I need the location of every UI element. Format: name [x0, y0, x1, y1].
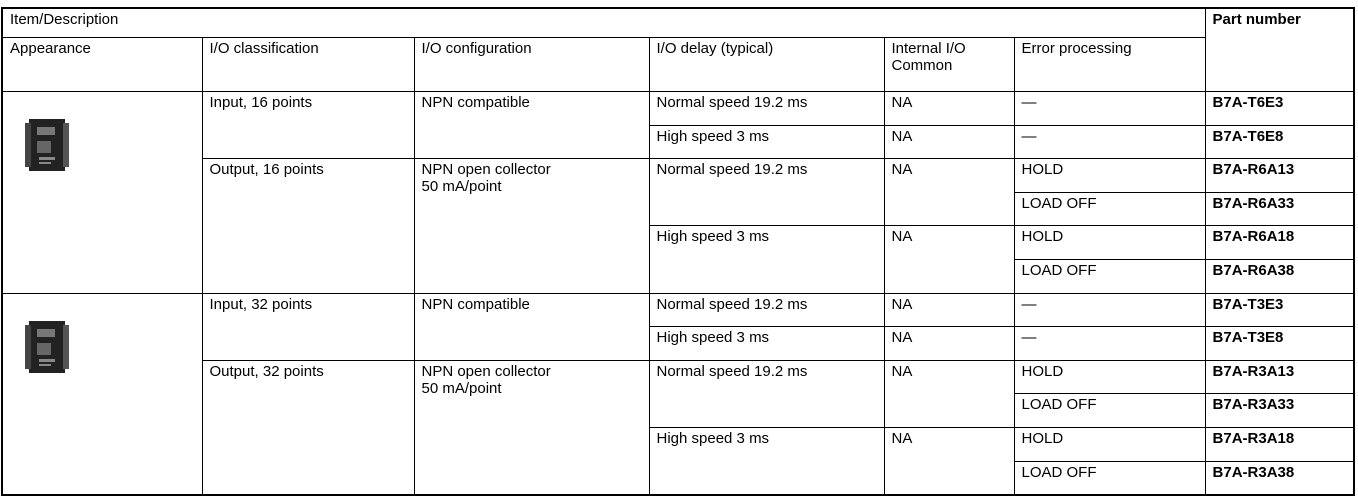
header-cell: Error processing: [1013, 37, 1206, 92]
spec-table: Item/Description Part number Appearance I…: [1, 7, 1356, 496]
common-cell: NA: [883, 426, 1015, 496]
part-cell: B7A-R3A13: [1204, 359, 1355, 395]
configuration-cell: NPN compatible: [413, 90, 650, 160]
header-cell: Internal I/O Common: [883, 37, 1015, 92]
delay-cell: High speed 3 ms: [648, 426, 885, 496]
header-cell: I/O delay (typical): [648, 37, 885, 92]
data-row: Output, 32 points NPN open collector 50 m…: [2, 359, 1355, 496]
part-cell: B7A-R3A38: [1204, 460, 1355, 496]
data-row: Output, 16 points NPN open collector 50 m…: [2, 158, 1355, 294]
part-cell: B7A-T3E3: [1204, 292, 1355, 328]
common-cell: NA: [883, 124, 1015, 160]
configuration-cell: NPN compatible: [413, 292, 650, 361]
data-row: Input, 16 points NPN compatible Normal spe…: [1, 90, 1355, 294]
part-cell: B7A-R6A13: [1204, 158, 1355, 193]
common-cell: NA: [883, 359, 1015, 428]
configuration-cell: NPN open collector 50 mA/point: [413, 158, 650, 294]
common-cell: NA: [883, 326, 1015, 361]
delay-cell: High speed 3 ms: [648, 326, 885, 361]
header-row: Appearance I/O classification I/O configur…: [1, 37, 1354, 92]
classification-cell: Output, 16 points: [201, 158, 415, 294]
part-cell: B7A-R6A38: [1204, 258, 1355, 294]
error-cell: LOAD OFF: [1013, 393, 1206, 428]
part-cell: B7A-R6A18: [1204, 225, 1355, 260]
header-cell: Appearance: [1, 37, 203, 92]
header-cell: Part number: [1204, 7, 1355, 92]
error-cell: HOLD: [1013, 426, 1206, 462]
error-cell: —: [1013, 326, 1206, 361]
delay-cell: Normal speed 19.2 ms: [648, 359, 885, 428]
common-cell: NA: [883, 225, 1015, 294]
classification-cell: Input, 32 points: [201, 292, 415, 361]
part-cell: B7A-R3A33: [1204, 393, 1355, 428]
classification-cell: Input, 16 points: [201, 90, 415, 160]
part-cell: B7A-T3E8: [1204, 326, 1355, 361]
appearance-cell: [1, 91, 203, 294]
data-row: Input, 32 points NPN compatible Normal spe…: [1, 292, 1355, 496]
configuration-cell: NPN open collector 50 mA/point: [413, 359, 650, 496]
data-row: LOAD OFF B7A-R6A33: [2, 191, 1355, 227]
data-row: High speed 3 ms NA — B7A-T3E8: [2, 326, 1355, 361]
error-cell: LOAD OFF: [1013, 191, 1206, 227]
data-row: LOAD OFF B7A-R6A38: [2, 258, 1355, 294]
table-body: Item/Description Part number Appearance I…: [1, 7, 1355, 496]
header-cell: I/O classification: [201, 37, 415, 92]
error-cell: —: [1013, 91, 1206, 126]
error-cell: LOAD OFF: [1013, 460, 1206, 496]
error-cell: LOAD OFF: [1013, 258, 1206, 294]
delay-cell: Normal speed 19.2 ms: [648, 292, 885, 328]
delay-cell: Normal speed 19.2 ms: [648, 158, 885, 227]
error-cell: HOLD: [1013, 359, 1206, 395]
delay-cell: High speed 3 ms: [648, 225, 885, 294]
error-cell: HOLD: [1013, 225, 1206, 260]
appearance-cell: [1, 292, 203, 496]
header-cell: I/O configuration: [413, 37, 650, 92]
delay-cell: Normal speed 19.2 ms: [648, 91, 885, 126]
common-cell: NA: [883, 158, 1015, 227]
header-row: Item/Description Part number: [1, 7, 1355, 92]
classification-cell: Output, 32 points: [201, 359, 415, 496]
data-row: High speed 3 ms NA HOLD B7A-R3A18: [2, 426, 1355, 496]
part-cell: B7A-T6E8: [1204, 124, 1355, 160]
error-cell: —: [1013, 124, 1206, 160]
data-row: High speed 3 ms NA HOLD B7A-R6A18: [2, 225, 1355, 294]
data-row: LOAD OFF B7A-R3A33: [2, 393, 1355, 428]
error-cell: —: [1013, 292, 1206, 328]
delay-cell: High speed 3 ms: [648, 124, 885, 160]
part-cell: B7A-T6E3: [1204, 91, 1355, 126]
device-image: [25, 320, 69, 373]
common-cell: NA: [883, 292, 1015, 328]
error-cell: HOLD: [1013, 158, 1206, 193]
common-cell: NA: [883, 91, 1015, 126]
part-cell: B7A-R3A18: [1204, 426, 1355, 462]
data-row: High speed 3 ms NA — B7A-T6E8: [2, 124, 1355, 160]
part-cell: B7A-R6A33: [1204, 191, 1355, 227]
data-row: LOAD OFF B7A-R3A38: [2, 460, 1355, 496]
device-image: [25, 119, 69, 171]
header-cell: Item/Description: [1, 7, 1206, 38]
